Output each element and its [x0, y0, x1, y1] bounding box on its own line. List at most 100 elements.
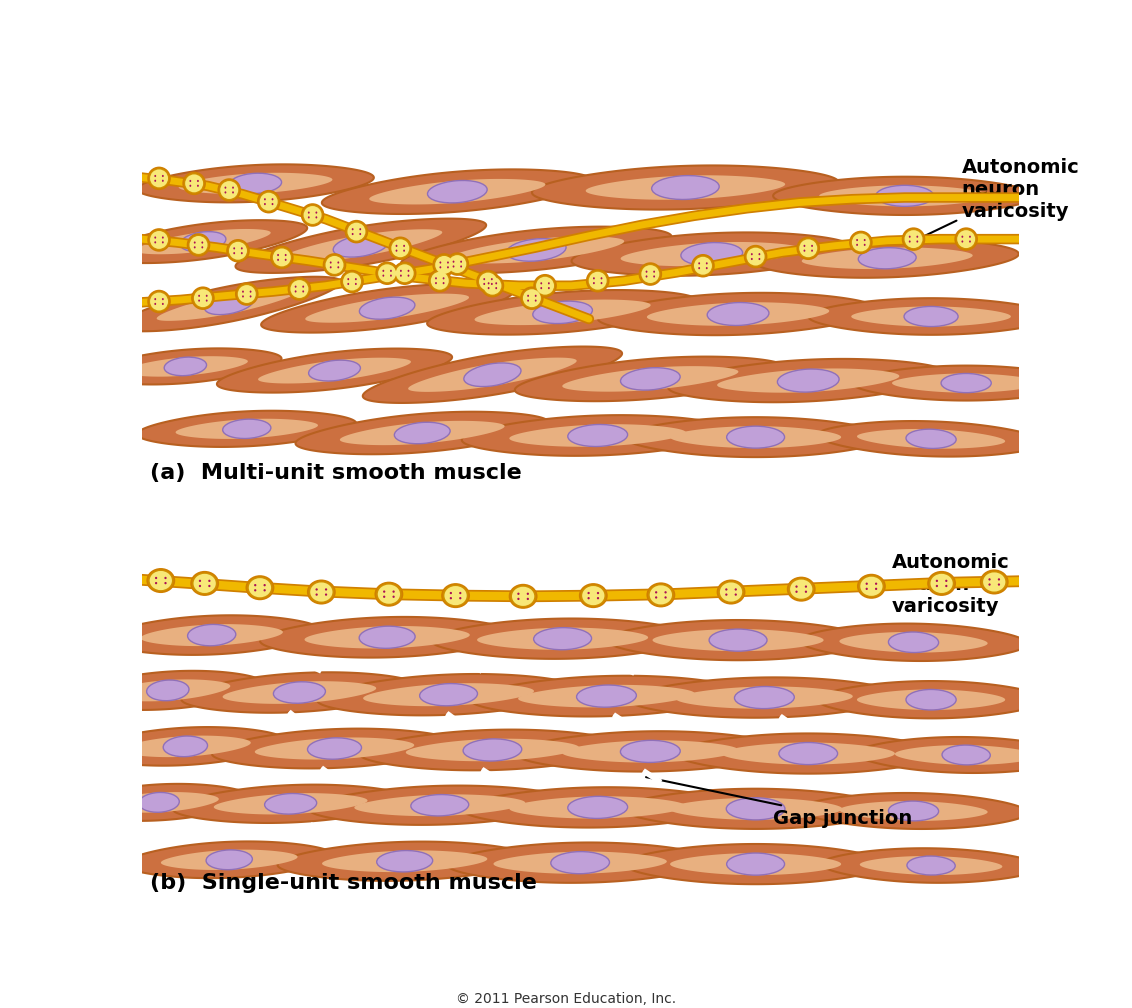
- Polygon shape: [401, 227, 671, 273]
- Ellipse shape: [233, 252, 235, 254]
- Polygon shape: [308, 785, 572, 825]
- Ellipse shape: [582, 586, 604, 605]
- Polygon shape: [518, 684, 695, 708]
- Ellipse shape: [395, 250, 397, 252]
- Ellipse shape: [429, 270, 451, 291]
- Polygon shape: [260, 617, 514, 657]
- Ellipse shape: [904, 230, 923, 248]
- Ellipse shape: [389, 237, 411, 259]
- Polygon shape: [172, 784, 409, 823]
- Ellipse shape: [435, 282, 437, 284]
- Ellipse shape: [799, 239, 817, 257]
- Ellipse shape: [483, 278, 486, 280]
- Text: Gap junction: Gap junction: [646, 777, 912, 828]
- Ellipse shape: [180, 232, 226, 252]
- Ellipse shape: [355, 283, 357, 285]
- Ellipse shape: [188, 624, 235, 646]
- Ellipse shape: [548, 282, 550, 284]
- Polygon shape: [123, 356, 248, 377]
- Polygon shape: [212, 729, 457, 768]
- Ellipse shape: [506, 239, 566, 261]
- Ellipse shape: [359, 297, 415, 320]
- Ellipse shape: [735, 686, 795, 709]
- Ellipse shape: [337, 266, 340, 268]
- Ellipse shape: [309, 360, 360, 381]
- Polygon shape: [105, 679, 230, 702]
- Ellipse shape: [272, 203, 274, 206]
- Ellipse shape: [941, 373, 992, 393]
- Ellipse shape: [393, 596, 395, 598]
- Ellipse shape: [233, 247, 235, 249]
- Polygon shape: [427, 290, 698, 335]
- Ellipse shape: [664, 591, 667, 594]
- Ellipse shape: [875, 588, 877, 590]
- Ellipse shape: [154, 179, 156, 181]
- Ellipse shape: [955, 228, 977, 250]
- Ellipse shape: [521, 287, 543, 309]
- Polygon shape: [409, 358, 576, 392]
- Polygon shape: [98, 220, 307, 263]
- Ellipse shape: [154, 174, 156, 177]
- Polygon shape: [431, 619, 694, 659]
- Ellipse shape: [945, 580, 947, 582]
- Ellipse shape: [517, 598, 520, 600]
- Ellipse shape: [155, 577, 157, 580]
- Polygon shape: [305, 626, 470, 648]
- Ellipse shape: [439, 261, 441, 264]
- Ellipse shape: [277, 254, 278, 256]
- Ellipse shape: [355, 278, 357, 280]
- Ellipse shape: [250, 290, 251, 292]
- Ellipse shape: [860, 577, 883, 596]
- Ellipse shape: [392, 239, 410, 257]
- Polygon shape: [572, 233, 852, 276]
- Polygon shape: [857, 737, 1075, 773]
- Ellipse shape: [856, 239, 858, 241]
- Ellipse shape: [483, 277, 501, 294]
- Ellipse shape: [359, 228, 361, 230]
- Ellipse shape: [352, 233, 353, 235]
- Ellipse shape: [189, 184, 191, 186]
- Polygon shape: [646, 302, 830, 326]
- Polygon shape: [623, 788, 889, 829]
- Ellipse shape: [148, 167, 170, 190]
- Ellipse shape: [400, 270, 402, 272]
- Polygon shape: [135, 229, 271, 254]
- Ellipse shape: [242, 290, 243, 292]
- Ellipse shape: [706, 267, 708, 269]
- Ellipse shape: [199, 585, 201, 587]
- Ellipse shape: [194, 242, 196, 244]
- Polygon shape: [85, 727, 286, 766]
- Ellipse shape: [194, 574, 216, 593]
- Ellipse shape: [229, 242, 247, 260]
- Ellipse shape: [597, 592, 599, 594]
- Ellipse shape: [147, 680, 189, 701]
- Ellipse shape: [411, 794, 469, 815]
- Ellipse shape: [441, 584, 469, 607]
- Polygon shape: [840, 632, 987, 652]
- Ellipse shape: [383, 270, 384, 272]
- Ellipse shape: [698, 262, 700, 264]
- Polygon shape: [474, 299, 651, 326]
- Ellipse shape: [969, 236, 971, 238]
- Ellipse shape: [726, 594, 728, 596]
- Ellipse shape: [648, 584, 675, 607]
- Ellipse shape: [147, 569, 174, 593]
- Ellipse shape: [601, 277, 602, 279]
- Polygon shape: [137, 164, 374, 203]
- Ellipse shape: [189, 179, 191, 182]
- Ellipse shape: [326, 256, 343, 274]
- Ellipse shape: [242, 295, 243, 297]
- Polygon shape: [817, 681, 1045, 719]
- Ellipse shape: [273, 248, 291, 266]
- Ellipse shape: [238, 285, 256, 303]
- Ellipse shape: [250, 295, 251, 297]
- Polygon shape: [125, 842, 334, 878]
- Polygon shape: [532, 165, 839, 210]
- Ellipse shape: [391, 274, 392, 277]
- Ellipse shape: [889, 801, 938, 821]
- Ellipse shape: [540, 282, 542, 284]
- Ellipse shape: [198, 294, 200, 297]
- Ellipse shape: [479, 272, 497, 290]
- Ellipse shape: [218, 179, 240, 201]
- Ellipse shape: [148, 229, 170, 251]
